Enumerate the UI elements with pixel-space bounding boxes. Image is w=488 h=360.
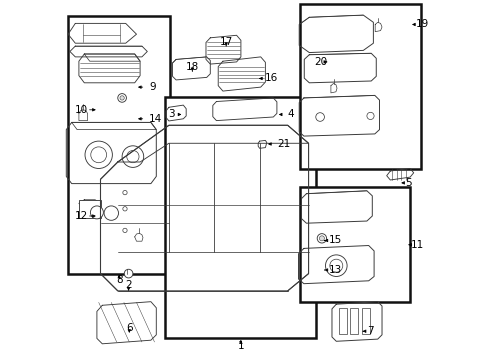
Circle shape [124, 269, 133, 278]
Bar [164, 97, 316, 338]
Circle shape [120, 96, 124, 100]
Text: 13: 13 [328, 265, 342, 275]
Text: 20: 20 [314, 57, 327, 67]
Circle shape [91, 147, 106, 163]
Text: 8: 8 [116, 275, 122, 285]
Text: 5: 5 [404, 178, 410, 188]
Text: 6: 6 [126, 323, 132, 333]
Circle shape [122, 228, 127, 233]
Circle shape [118, 94, 126, 102]
Bar [349, 308, 358, 334]
Circle shape [122, 190, 127, 195]
Circle shape [317, 234, 326, 243]
Text: 12: 12 [75, 211, 88, 221]
Text: 2: 2 [125, 280, 132, 290]
Circle shape [122, 146, 143, 167]
Bar [300, 4, 420, 169]
Text: 1: 1 [237, 341, 244, 351]
Text: 16: 16 [264, 73, 277, 84]
Text: 9: 9 [149, 82, 155, 92]
Bar [338, 308, 346, 334]
Text: 19: 19 [415, 19, 428, 30]
Text: 21: 21 [276, 139, 289, 149]
Text: 3: 3 [167, 109, 174, 120]
Text: 11: 11 [410, 240, 424, 250]
Circle shape [325, 255, 346, 276]
Circle shape [104, 206, 118, 220]
Circle shape [366, 112, 373, 120]
Circle shape [126, 150, 139, 163]
Circle shape [122, 207, 127, 211]
Text: 7: 7 [366, 326, 373, 336]
Circle shape [85, 141, 112, 168]
Circle shape [319, 236, 324, 241]
Bar [361, 308, 369, 334]
Bar [79, 200, 101, 218]
Circle shape [329, 259, 342, 272]
Circle shape [315, 113, 324, 121]
Text: 4: 4 [287, 109, 294, 120]
Bar [68, 16, 170, 274]
Text: 18: 18 [185, 62, 199, 72]
Text: 15: 15 [328, 235, 342, 246]
Circle shape [90, 206, 103, 219]
Text: 17: 17 [219, 37, 232, 47]
Text: 14: 14 [149, 114, 162, 124]
Text: 10: 10 [75, 105, 87, 115]
Bar [300, 187, 409, 302]
